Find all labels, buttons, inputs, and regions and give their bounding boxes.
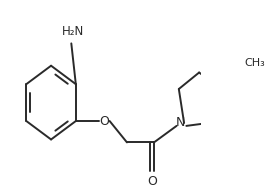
Text: O: O <box>148 175 158 188</box>
Text: H₂N: H₂N <box>62 25 84 38</box>
Text: CH₃: CH₃ <box>244 58 265 68</box>
Text: N: N <box>176 116 185 129</box>
Text: O: O <box>99 115 109 128</box>
